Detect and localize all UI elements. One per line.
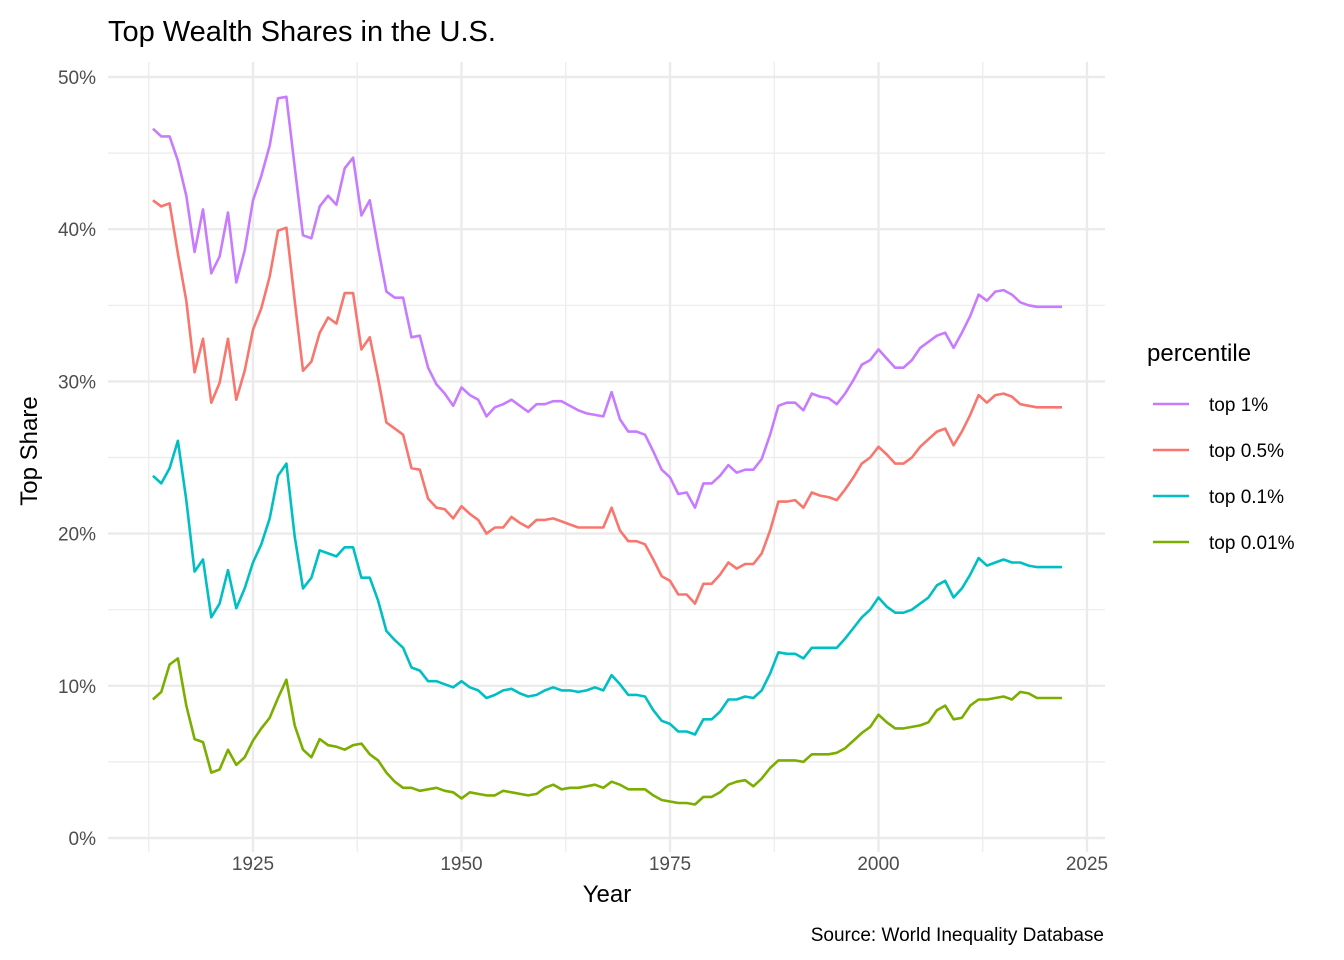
y-tick-label: 40% bbox=[58, 220, 96, 241]
series-points-top-0-1 bbox=[152, 440, 1063, 735]
x-tick-label: 2025 bbox=[1066, 854, 1108, 875]
x-axis-title: Year bbox=[583, 881, 632, 908]
x-tick-label: 2000 bbox=[857, 854, 899, 875]
legend-item: top 0.1% bbox=[1153, 487, 1284, 508]
legend-items: top 1% top 0.5% top 0.1% top 0.01% bbox=[1153, 395, 1295, 554]
series-line-top-0-5 bbox=[152, 199, 1062, 605]
grid-minor-horizontal bbox=[108, 152, 1105, 763]
legend-label: top 0.1% bbox=[1209, 487, 1284, 508]
series-line-top-0-1 bbox=[152, 439, 1062, 736]
grid-major-vertical bbox=[251, 62, 1089, 852]
y-tick-label: 0% bbox=[69, 829, 97, 850]
y-axis-title: Top Share bbox=[16, 396, 43, 505]
legend-item: top 0.5% bbox=[1153, 441, 1284, 462]
series-top-0-5 bbox=[152, 199, 1063, 605]
x-tick-label: 1950 bbox=[440, 854, 482, 875]
series-top-1 bbox=[152, 95, 1063, 510]
x-tick-label: 1975 bbox=[649, 854, 691, 875]
legend-item: top 1% bbox=[1153, 395, 1268, 416]
series-line-top-1 bbox=[152, 95, 1062, 510]
series-line-top-0-01 bbox=[152, 657, 1062, 806]
legend: percentile top 1% top 0.5% top 0.1% top 0.0… bbox=[1147, 340, 1295, 554]
series-points-top-0-5 bbox=[152, 200, 1063, 604]
y-tick-label: 30% bbox=[58, 372, 96, 393]
series-top-0-01 bbox=[152, 657, 1063, 806]
x-axis-tick-labels: 1925 1950 1975 2000 2025 bbox=[232, 854, 1108, 875]
y-tick-label: 50% bbox=[58, 68, 96, 89]
series-top-0-1 bbox=[152, 439, 1063, 736]
legend-label: top 0.01% bbox=[1209, 533, 1295, 554]
chart-title: Top Wealth Shares in the U.S. bbox=[108, 16, 496, 48]
x-tick-label: 1925 bbox=[232, 854, 274, 875]
y-tick-label: 20% bbox=[58, 525, 96, 546]
legend-label: top 0.5% bbox=[1209, 441, 1284, 462]
y-tick-label: 10% bbox=[58, 677, 96, 698]
series-lines bbox=[152, 95, 1063, 806]
series-points-top-0-01 bbox=[152, 658, 1063, 805]
y-axis-tick-labels: 0% 10% 20% 30% 40% 50% bbox=[58, 68, 96, 850]
grid-major-horizontal bbox=[108, 75, 1105, 840]
legend-title: percentile bbox=[1147, 340, 1251, 367]
legend-item: top 0.01% bbox=[1153, 533, 1295, 554]
legend-label: top 1% bbox=[1209, 395, 1268, 416]
source-caption: Source: World Inequality Database bbox=[811, 925, 1104, 946]
series-points-top-1 bbox=[152, 96, 1063, 508]
